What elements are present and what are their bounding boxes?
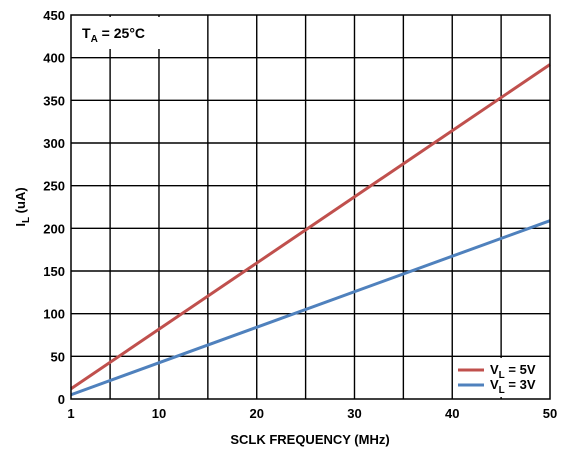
y-tick-label: 250 <box>43 179 65 194</box>
legend-3v-sub: L <box>499 385 505 396</box>
x-tick-label: 30 <box>347 406 361 421</box>
series-line-0 <box>70 63 551 391</box>
x-tick-label: 1 <box>67 406 74 421</box>
x-tick-labels: 1 10 20 30 40 50 <box>67 406 557 421</box>
legend-5v-main: V <box>490 362 499 377</box>
legend-3v-rest: = 3V <box>505 377 536 392</box>
x-axis-title: SCLK FREQUENCY (MHz) <box>230 432 389 447</box>
temperature-annotation: TA = 25°C <box>82 25 145 45</box>
x-tick-label: 40 <box>445 406 459 421</box>
y-tick-labels: 0 50 100 150 200 250 300 350 400 450 <box>43 8 65 407</box>
y-tick-label: 350 <box>43 93 65 108</box>
annotation-sub: A <box>91 34 98 45</box>
y-tick-label: 300 <box>43 136 65 151</box>
x-tick-label: 10 <box>152 406 166 421</box>
y-tick-label: 400 <box>43 51 65 66</box>
y-axis-title-main: I <box>13 223 28 227</box>
series-layer <box>70 63 551 397</box>
legend: VL = 5V VL = 3V <box>453 358 548 397</box>
x-tick-label: 20 <box>250 406 264 421</box>
plot-frame <box>70 14 551 400</box>
annotation-rest: = 25°C <box>98 25 145 41</box>
y-tick-label: 100 <box>43 307 65 322</box>
legend-label-3v: VL = 3V <box>490 377 536 396</box>
x-tick-label: 50 <box>543 406 557 421</box>
y-axis-title-rest: (uA) <box>13 187 28 217</box>
annotation-main: T <box>82 25 91 41</box>
y-axis-title-sub: L <box>21 217 32 223</box>
legend-5v-rest: = 5V <box>505 362 536 377</box>
y-tick-label: 200 <box>43 221 65 236</box>
series-line-1 <box>70 219 551 397</box>
legend-background <box>453 358 548 397</box>
legend-5v-sub: L <box>499 370 505 381</box>
legend-3v-main: V <box>490 377 499 392</box>
legend-label-5v: VL = 5V <box>490 362 536 381</box>
y-tick-label: 50 <box>51 349 65 364</box>
annotation-box <box>73 17 168 49</box>
y-axis-title: IL (uA) <box>13 187 32 226</box>
y-tick-label: 150 <box>43 264 65 279</box>
y-tick-label: 450 <box>43 8 65 23</box>
y-tick-label: 0 <box>58 392 65 407</box>
grid <box>71 15 550 399</box>
